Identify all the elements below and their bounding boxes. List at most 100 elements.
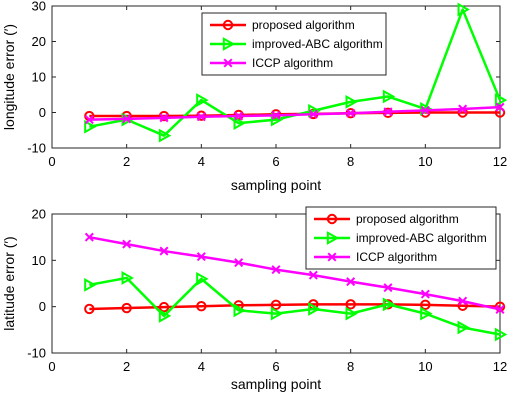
triangle-marker xyxy=(308,302,321,316)
legend-label: proposed algorithm xyxy=(252,18,355,32)
x-marker xyxy=(420,105,430,115)
series-line xyxy=(89,235,501,311)
triangle-marker xyxy=(233,116,246,131)
legend-item: improved-ABC algorithm xyxy=(210,37,383,51)
x-marker-stroke xyxy=(122,114,132,124)
x-marker xyxy=(159,113,169,123)
circle-marker xyxy=(494,301,506,312)
legend-item: proposed algorithm xyxy=(210,18,355,32)
x-marker-stroke xyxy=(346,108,356,118)
x-tick-label: 12 xyxy=(493,359,507,374)
x-marker-stroke xyxy=(122,239,132,249)
x-tick-label: 12 xyxy=(493,154,507,169)
triangle-marker xyxy=(494,327,508,342)
circle-marker xyxy=(196,301,207,312)
legend-label: ICCP algorithm xyxy=(356,250,437,264)
triangle-marker xyxy=(121,271,134,285)
x-marker xyxy=(308,109,318,119)
circle-marker xyxy=(158,110,170,122)
x-marker-stroke xyxy=(271,110,281,120)
x-tick-label: 0 xyxy=(48,359,55,374)
x-marker xyxy=(84,115,94,125)
legend-label: improved-ABC algorithm xyxy=(252,37,383,51)
triangle-marker xyxy=(84,119,97,134)
x-marker-stroke xyxy=(159,113,169,123)
x-marker-stroke xyxy=(308,109,318,119)
circle-marker xyxy=(270,299,282,311)
x-marker-stroke xyxy=(420,289,430,299)
legend-item: improved-ABC algorithm xyxy=(314,231,487,245)
x-marker-stroke xyxy=(234,258,244,268)
legend: proposed algorithm improved-ABC algorithm… xyxy=(305,206,497,270)
y-axis-label: longitude error (′) xyxy=(1,24,17,130)
y-tick-label: 20 xyxy=(32,207,46,222)
legend-label: proposed algorithm xyxy=(356,212,459,226)
x-marker-stroke xyxy=(159,246,169,256)
x-tick-label: 2 xyxy=(123,359,130,374)
triangle-marker xyxy=(326,231,340,245)
y-tick-label: 10 xyxy=(32,253,46,268)
legend-item: ICCP algorithm xyxy=(210,56,333,70)
series-x xyxy=(84,102,505,125)
x-marker-stroke xyxy=(458,104,468,114)
triangle-marker xyxy=(84,277,97,292)
triangle-marker xyxy=(222,37,236,51)
circle-marker xyxy=(326,213,338,225)
x-axis-label: sampling point xyxy=(231,177,321,193)
x-marker-stroke xyxy=(420,105,430,115)
y-tick-label: 0 xyxy=(39,299,46,314)
x-marker-stroke xyxy=(196,252,206,262)
x-marker xyxy=(271,265,281,275)
legend: proposed algorithm improved-ABC algorithm… xyxy=(201,12,387,76)
circle-marker xyxy=(84,303,95,315)
x-marker xyxy=(234,111,244,121)
legend-label: ICCP algorithm xyxy=(252,56,333,70)
y-tick-label: 20 xyxy=(32,34,46,49)
x-marker xyxy=(327,252,337,262)
y-tick-label: 10 xyxy=(32,70,46,85)
x-marker-stroke xyxy=(196,112,206,122)
x-marker xyxy=(308,270,318,280)
y-tick-label: -10 xyxy=(27,141,46,156)
triangle-marker xyxy=(345,94,358,109)
triangle-marker xyxy=(345,306,358,321)
x-marker xyxy=(223,58,233,68)
x-marker-stroke xyxy=(308,270,318,280)
x-marker xyxy=(383,107,393,117)
circle-marker xyxy=(222,19,234,31)
x-tick-label: 8 xyxy=(347,359,354,374)
x-tick-label: 4 xyxy=(198,154,205,169)
legend-item: ICCP algorithm xyxy=(314,250,437,264)
x-marker xyxy=(458,104,468,114)
x-marker xyxy=(122,114,132,124)
x-marker xyxy=(234,258,244,268)
x-tick-label: 10 xyxy=(418,359,432,374)
x-marker-stroke xyxy=(84,115,94,125)
axes-box xyxy=(51,5,501,149)
triangle-marker xyxy=(494,93,508,107)
x-marker xyxy=(271,110,281,120)
x-marker xyxy=(495,102,505,112)
x-marker-stroke xyxy=(383,283,393,293)
x-tick-label: 2 xyxy=(123,154,130,169)
triangle-marker xyxy=(420,306,433,321)
legend-label: improved-ABC algorithm xyxy=(356,231,487,245)
x-marker xyxy=(495,304,505,314)
x-marker-stroke xyxy=(346,277,356,287)
x-tick-label: 6 xyxy=(272,359,279,374)
series-triangle-right xyxy=(84,271,508,342)
x-marker xyxy=(196,112,206,122)
triangle-marker xyxy=(233,303,246,318)
circle-marker xyxy=(121,302,132,314)
x-marker-stroke xyxy=(234,111,244,121)
circle-marker xyxy=(345,299,356,310)
x-axis-label: sampling point xyxy=(231,376,321,392)
triangle-marker xyxy=(158,309,172,323)
x-marker xyxy=(346,108,356,118)
triangle-marker xyxy=(196,93,209,107)
x-marker xyxy=(84,232,94,242)
x-marker xyxy=(420,289,430,299)
